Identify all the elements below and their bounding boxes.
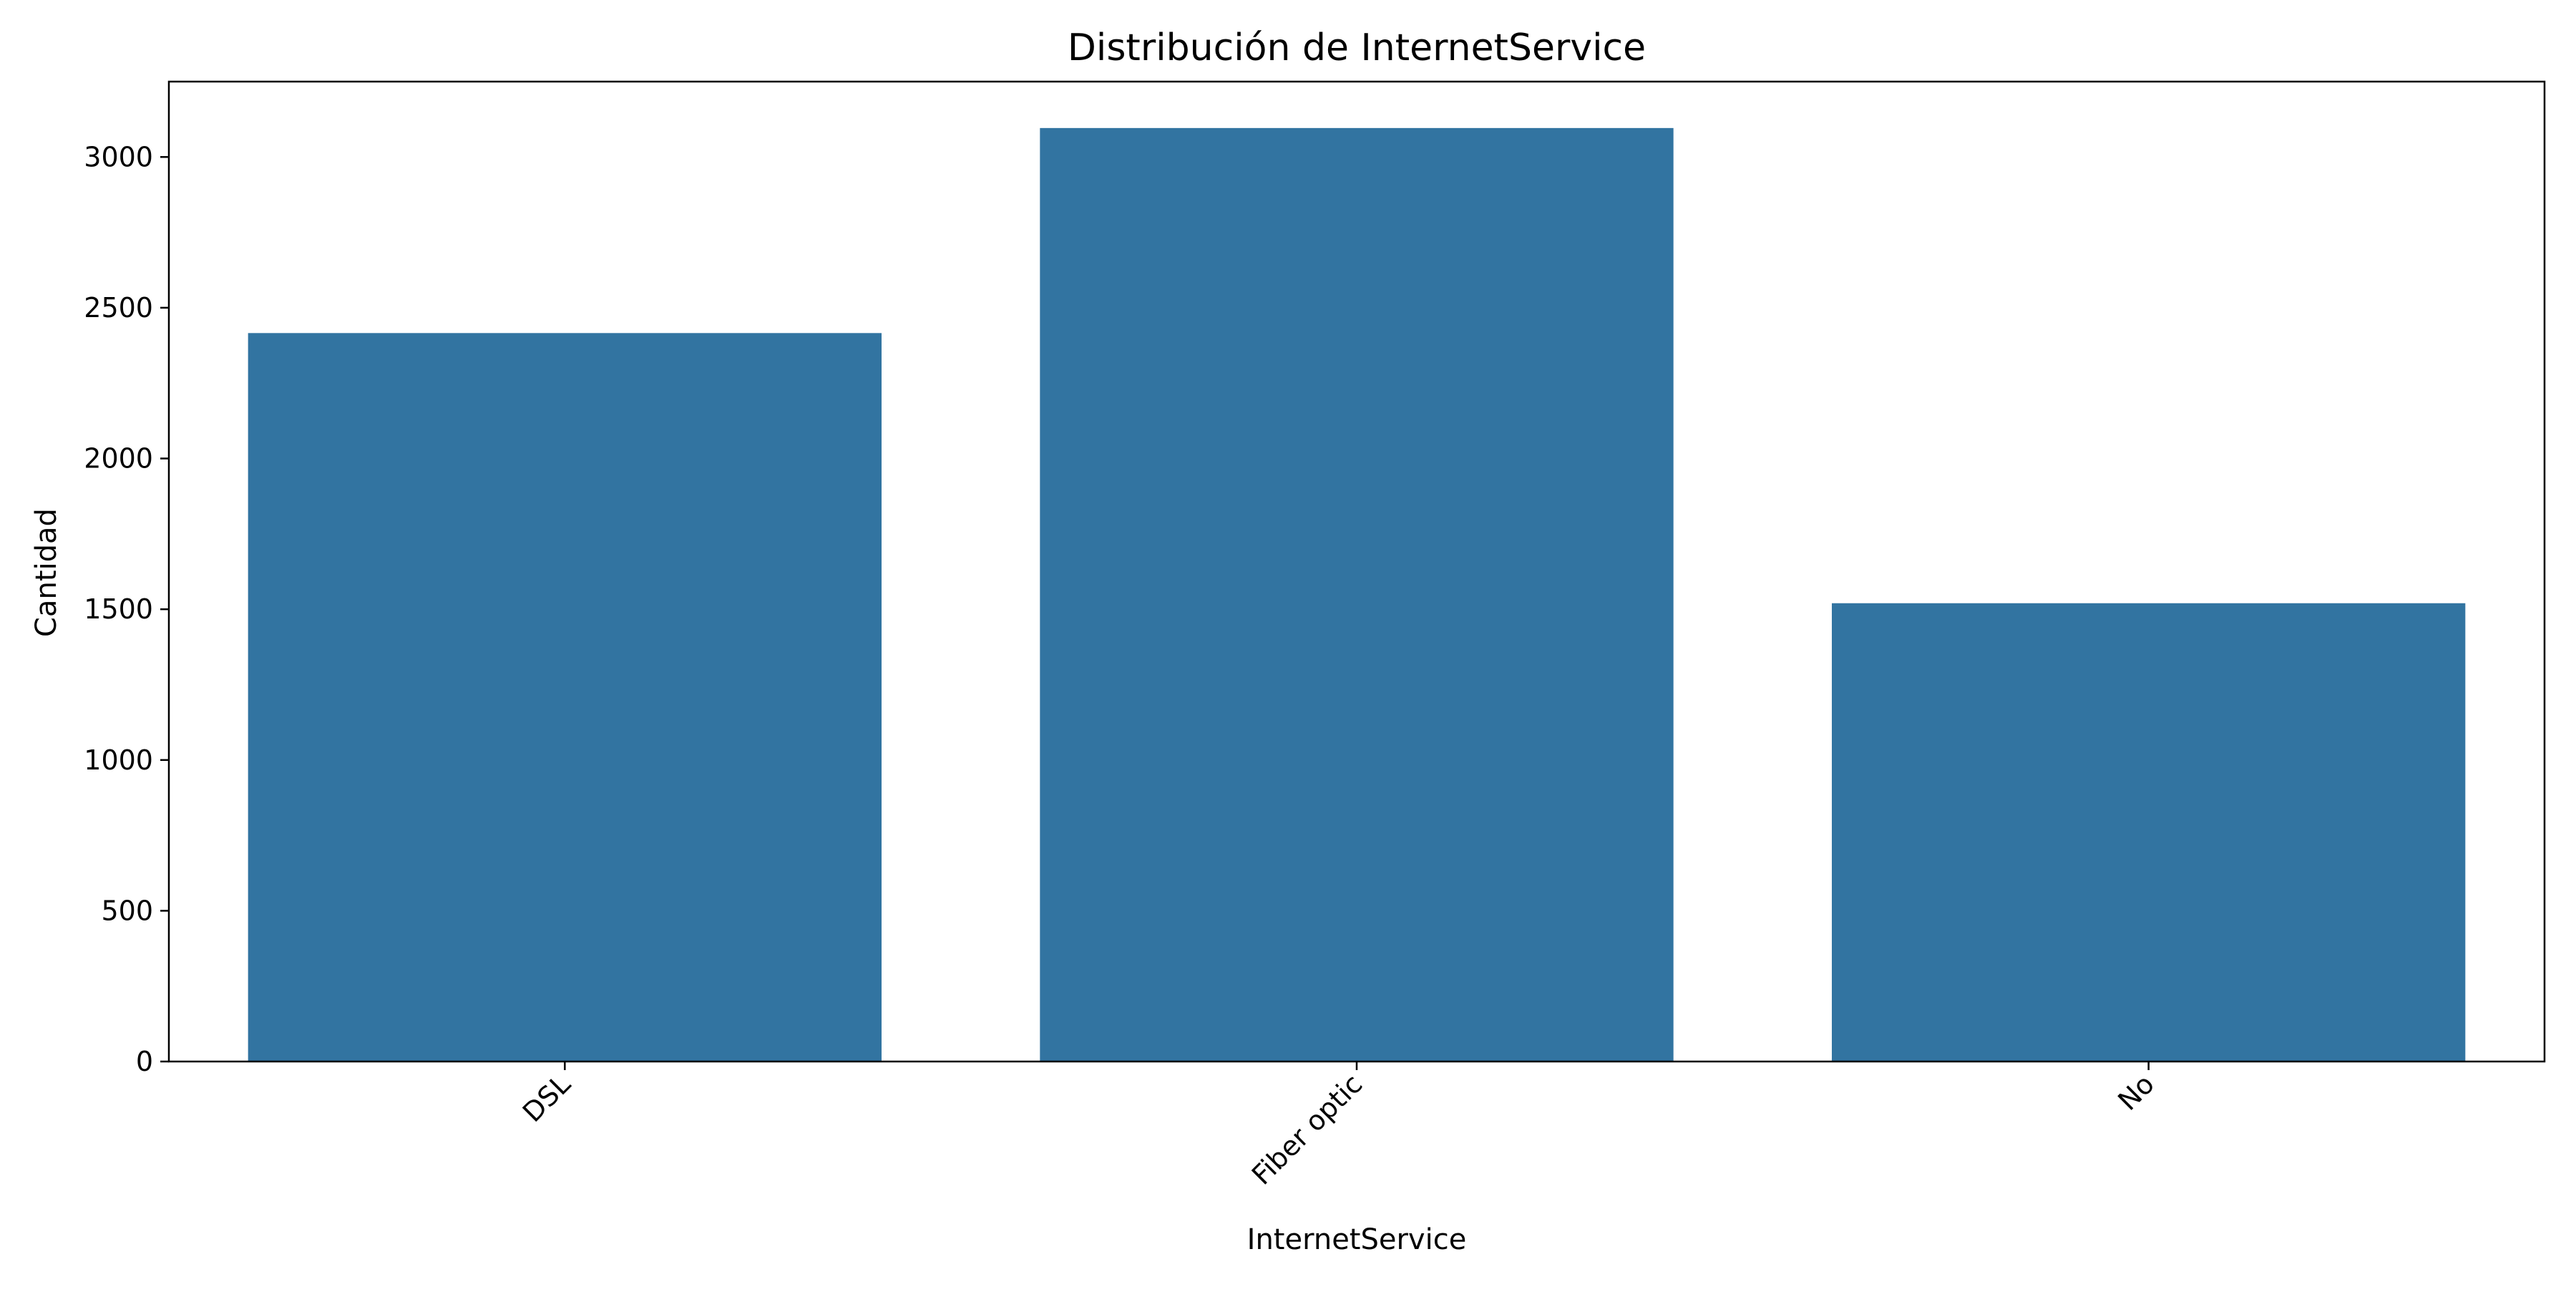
y-tick-label: 500	[101, 895, 153, 926]
x-tick-label-no: No	[2112, 1068, 2160, 1117]
bar-no	[1832, 603, 2466, 1062]
bar-dsl	[248, 333, 882, 1062]
plot-area: 0 500 1000 1500 2000 2500 3000 DSL Fiber optic No	[84, 80, 2546, 1191]
y-tick-label: 2000	[84, 443, 153, 475]
bar-fiber-optic	[1040, 127, 1674, 1062]
y-tick-label: 1000	[84, 744, 153, 776]
y-tick-label: 2500	[84, 292, 153, 324]
y-tick-label: 0	[136, 1046, 153, 1077]
chart-title: Distribución de InternetService	[1068, 26, 1646, 69]
x-axis-label: InternetService	[1247, 1223, 1467, 1256]
y-axis-label: Cantidad	[30, 508, 63, 637]
y-tick-label: 3000	[84, 141, 153, 173]
y-tick-label: 1500	[84, 593, 153, 625]
x-tick-label-fiber-optic: Fiber optic	[1246, 1068, 1369, 1191]
x-tick-label-dsl: DSL	[517, 1068, 577, 1128]
